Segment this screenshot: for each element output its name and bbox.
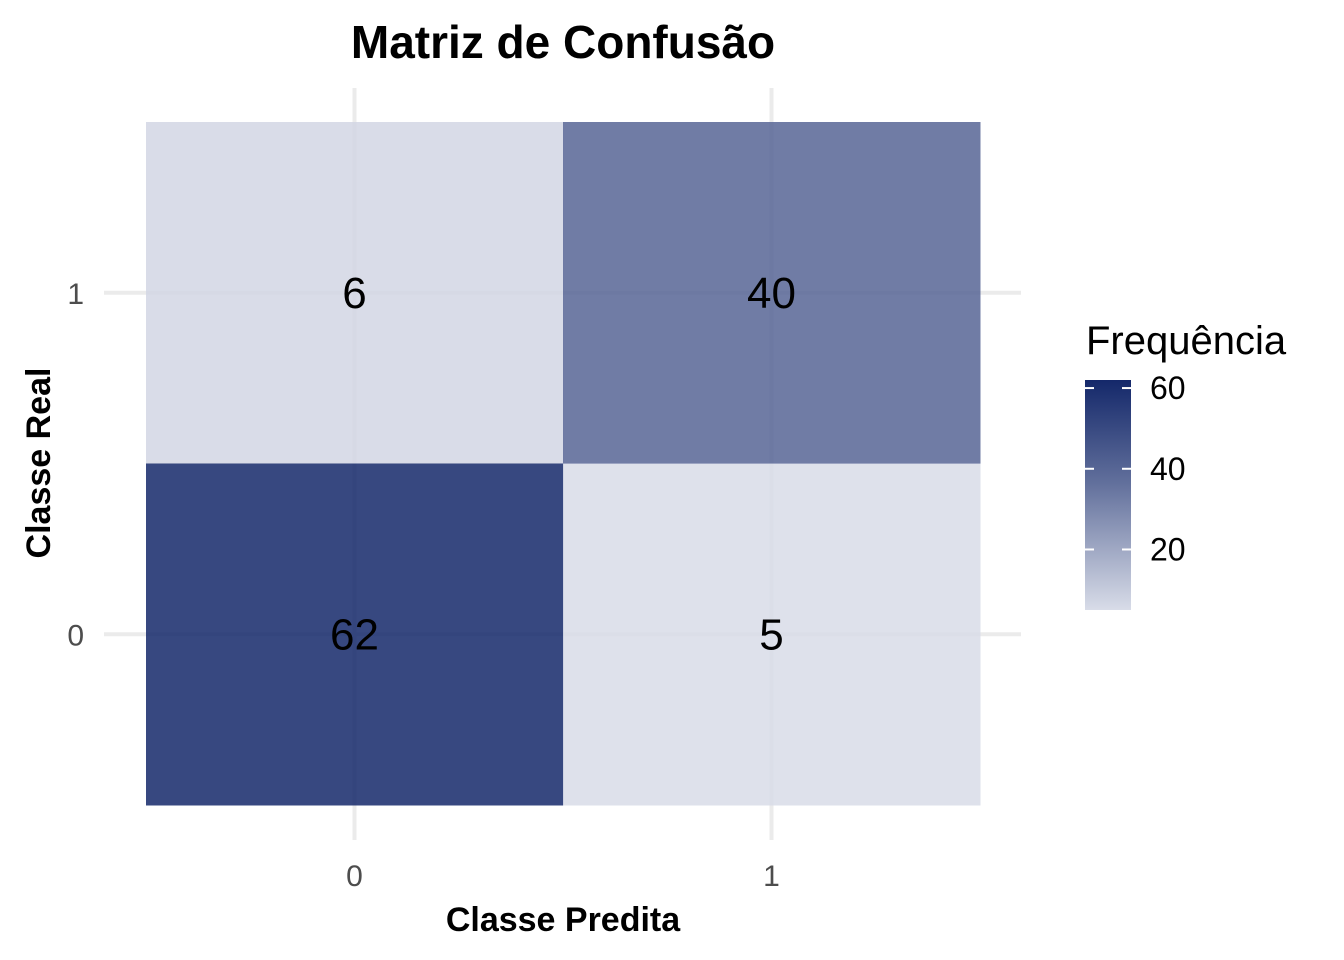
cell-value-label: 6	[342, 269, 366, 318]
heatmap-cell	[146, 463, 564, 806]
cell-value-label: 40	[747, 269, 796, 318]
cell-value-label: 5	[759, 610, 783, 659]
legend-ticks: 20 40 60	[1085, 370, 1186, 567]
legend-tick-label: 60	[1150, 370, 1186, 406]
heatmap-cell	[563, 122, 981, 464]
heatmap-cell	[563, 463, 981, 806]
x-tick-label: 0	[346, 860, 363, 893]
x-axis-title: Classe Predita	[446, 901, 681, 939]
y-axis-title: Classe Real	[20, 368, 58, 559]
cell-value-label: 62	[330, 610, 379, 659]
chart-title: Matriz de Confusão	[351, 16, 775, 68]
x-tick-label: 1	[763, 860, 780, 893]
legend-tick-label: 20	[1150, 531, 1186, 567]
heatmap-cells: 6 40 62 5	[146, 122, 981, 806]
y-tick-label: 0	[67, 619, 84, 652]
y-axis-ticks: 01	[67, 278, 84, 653]
heatmap-cell	[146, 122, 564, 464]
legend-title: Frequência	[1086, 319, 1287, 363]
legend-colorbar	[1085, 380, 1131, 610]
legend-tick-label: 40	[1150, 451, 1186, 487]
legend: Frequência 20 40 60	[1085, 319, 1287, 610]
y-tick-label: 1	[67, 278, 84, 311]
